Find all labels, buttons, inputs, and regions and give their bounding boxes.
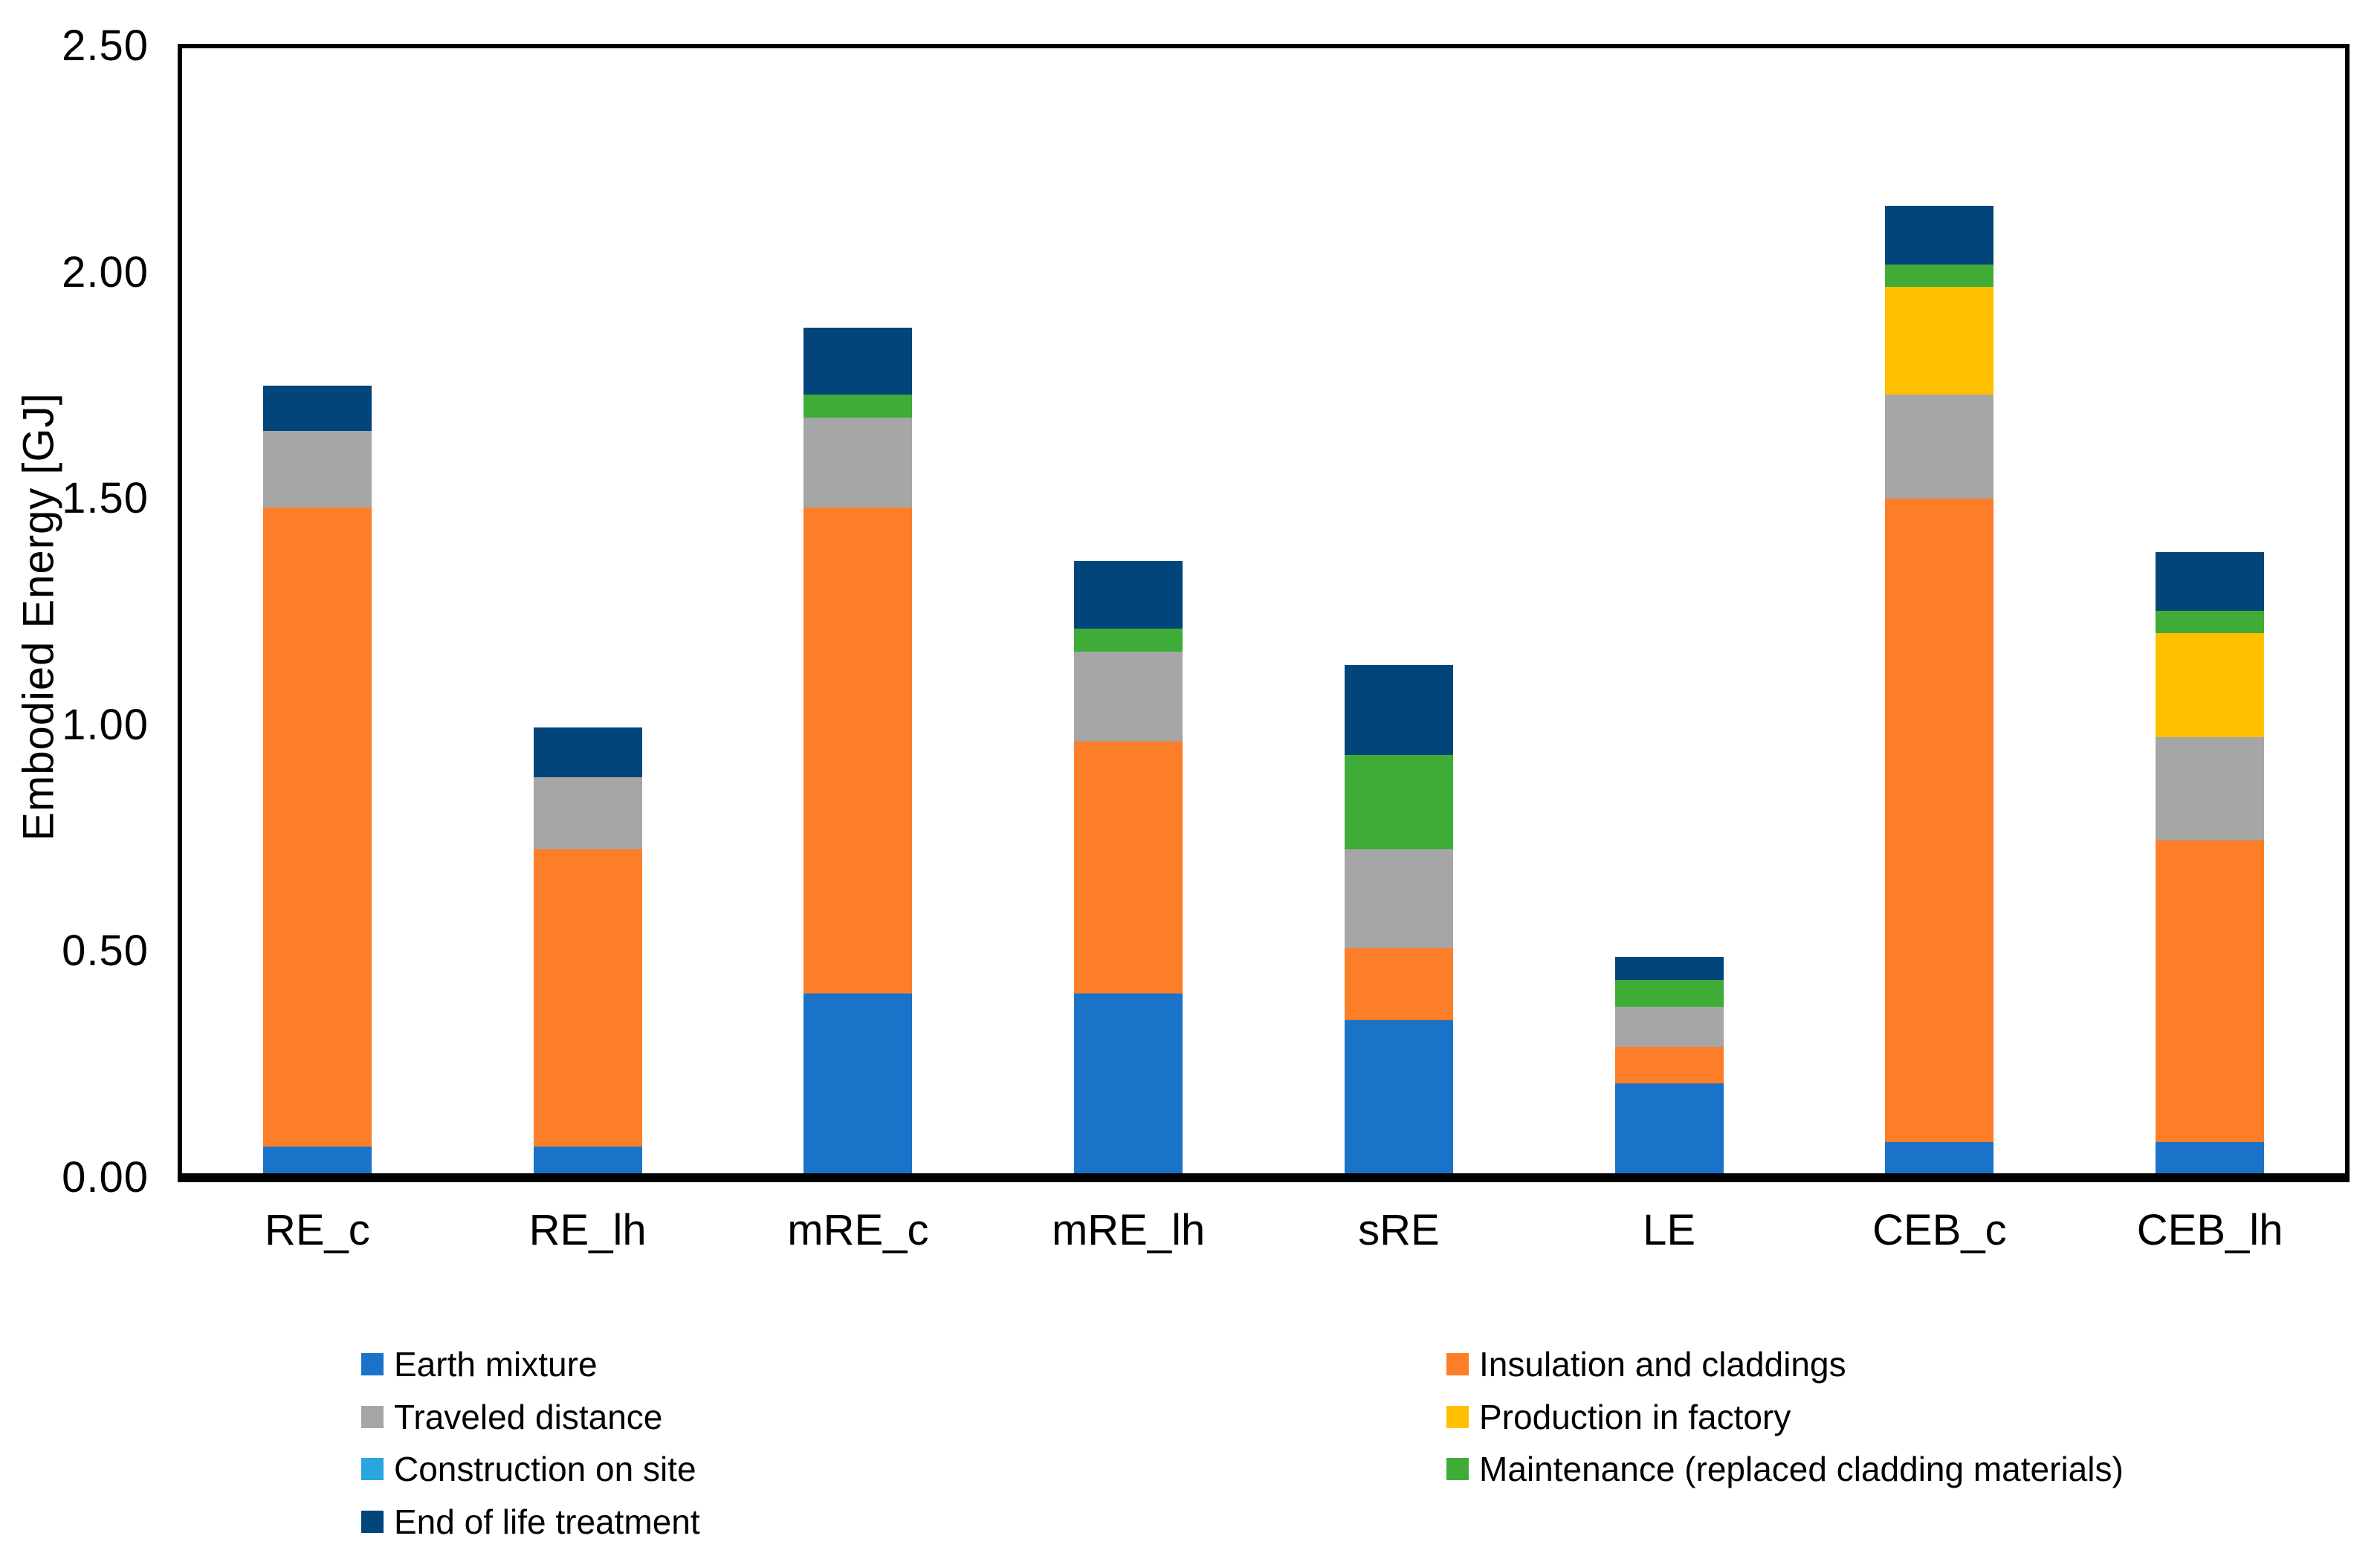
segment-maintenance-replaced-cladding-materials <box>1614 979 1724 1007</box>
y-axis-title: Embodied Energy [GJ] <box>14 392 63 841</box>
segment-maintenance-replaced-cladding-materials <box>2156 611 2265 634</box>
legend-item-production-in-factory: Production in factory <box>1446 1391 2124 1444</box>
segment-traveled-distance <box>1885 395 1994 499</box>
segment-insulation-and-claddings <box>1074 741 1183 993</box>
x-category-label-ceb-c: CEB_c <box>1872 1206 2007 1254</box>
segment-insulation-and-claddings <box>1344 948 1453 1021</box>
segment-end-of-life-treatment <box>2156 552 2265 612</box>
segment-earth-mixture <box>533 1146 642 1173</box>
legend-label: Traveled distance <box>394 1397 663 1436</box>
y-tick-label: 1.50 <box>62 474 149 523</box>
legend-label: Construction on site <box>394 1450 696 1489</box>
legend-item-maintenance-replaced-cladding-materials: Maintenance (replaced cladding materials… <box>1446 1443 2124 1496</box>
legend-item-traveled-distance: Traveled distance <box>361 1391 700 1444</box>
legend-item-insulation-and-claddings: Insulation and claddings <box>1446 1338 2124 1391</box>
x-category-label-le: LE <box>1643 1206 1696 1254</box>
x-category-label-mre-lh: mRE_lh <box>1051 1206 1206 1254</box>
segment-earth-mixture <box>2156 1141 2265 1173</box>
segment-earth-mixture <box>1614 1083 1724 1173</box>
legend-swatch-insulation-and-claddings <box>1446 1353 1469 1376</box>
legend-column-1: Earth mixture Traveled distance Constructi… <box>361 1338 700 1548</box>
bar-ceb-c <box>1885 206 1994 1173</box>
segment-traveled-distance <box>262 430 372 508</box>
bars-layer <box>182 48 2345 1173</box>
legend-swatch-production-in-factory <box>1446 1405 1469 1428</box>
bar-sre <box>1344 664 1453 1173</box>
segment-earth-mixture <box>1074 993 1183 1173</box>
segment-traveled-distance <box>1614 1006 1724 1048</box>
legend-item-earth-mixture: Earth mixture <box>361 1338 700 1391</box>
segment-traveled-distance <box>533 777 642 849</box>
legend-item-end-of-life-treatment: End of life treatment <box>361 1496 700 1549</box>
segment-earth-mixture <box>262 1146 372 1173</box>
segment-maintenance-replaced-cladding-materials <box>1344 754 1453 849</box>
segment-end-of-life-treatment <box>1344 664 1453 755</box>
legend-item-construction-on-site: Construction on site <box>361 1443 700 1496</box>
x-category-label-re-c: RE_c <box>264 1206 370 1254</box>
legend-label: Production in factory <box>1479 1397 1791 1436</box>
segment-insulation-and-claddings <box>803 507 913 993</box>
segment-insulation-and-claddings <box>1614 1047 1724 1083</box>
bar-re-c <box>262 386 372 1173</box>
legend-swatch-traveled-distance <box>361 1405 384 1428</box>
bar-re-lh <box>533 727 642 1173</box>
segment-insulation-and-claddings <box>533 849 642 1147</box>
segment-end-of-life-treatment <box>1074 561 1183 629</box>
segment-traveled-distance <box>2156 736 2265 840</box>
y-tick-label: 2.50 <box>62 22 149 70</box>
segment-earth-mixture <box>803 993 913 1173</box>
x-category-label-mre-c: mRE_c <box>787 1206 929 1254</box>
segment-traveled-distance <box>803 417 913 508</box>
y-tick-label: 0.00 <box>62 1153 149 1202</box>
segment-insulation-and-claddings <box>1885 498 1994 1142</box>
y-tick-label: 2.00 <box>62 247 149 296</box>
bar-mre-lh <box>1074 561 1183 1173</box>
segment-insulation-and-claddings <box>262 507 372 1147</box>
legend-swatch-end-of-life-treatment <box>361 1510 384 1533</box>
segment-maintenance-replaced-cladding-materials <box>1074 629 1183 652</box>
legend-swatch-earth-mixture <box>361 1353 384 1376</box>
legend-label: Insulation and claddings <box>1479 1345 1846 1384</box>
x-category-label-sre: sRE <box>1358 1206 1440 1254</box>
y-tick-label: 0.50 <box>62 927 149 976</box>
segment-end-of-life-treatment <box>1885 206 1994 265</box>
x-category-label-re-lh: RE_lh <box>528 1206 647 1254</box>
bar-mre-c <box>803 327 913 1173</box>
segment-earth-mixture <box>1885 1141 1994 1173</box>
bar-le <box>1614 957 1724 1173</box>
segment-end-of-life-treatment <box>803 327 913 395</box>
segment-production-in-factory <box>2156 633 2265 737</box>
segment-traveled-distance <box>1344 849 1453 949</box>
segment-maintenance-replaced-cladding-materials <box>803 395 913 418</box>
segment-end-of-life-treatment <box>262 386 372 431</box>
x-category-label-ceb-lh: CEB_lh <box>2136 1206 2283 1254</box>
legend-column-2: Insulation and claddings Production in fa… <box>1446 1338 2124 1496</box>
legend-label: Maintenance (replaced cladding materials… <box>1479 1450 2124 1489</box>
segment-earth-mixture <box>1344 1020 1453 1173</box>
segment-end-of-life-treatment <box>533 727 642 778</box>
legend-swatch-maintenance-replaced-cladding-materials <box>1446 1458 1469 1481</box>
y-tick-label: 1.00 <box>62 700 149 749</box>
legend-label: Earth mixture <box>394 1345 598 1384</box>
bar-ceb-lh <box>2156 552 2265 1173</box>
segment-end-of-life-treatment <box>1614 957 1724 980</box>
plot-area <box>178 44 2350 1182</box>
segment-maintenance-replaced-cladding-materials <box>1885 264 1994 287</box>
legend-label: End of life treatment <box>394 1502 700 1541</box>
legend-swatch-construction-on-site <box>361 1458 384 1481</box>
segment-traveled-distance <box>1074 651 1183 742</box>
segment-insulation-and-claddings <box>2156 840 2265 1142</box>
segment-production-in-factory <box>1885 286 1994 395</box>
